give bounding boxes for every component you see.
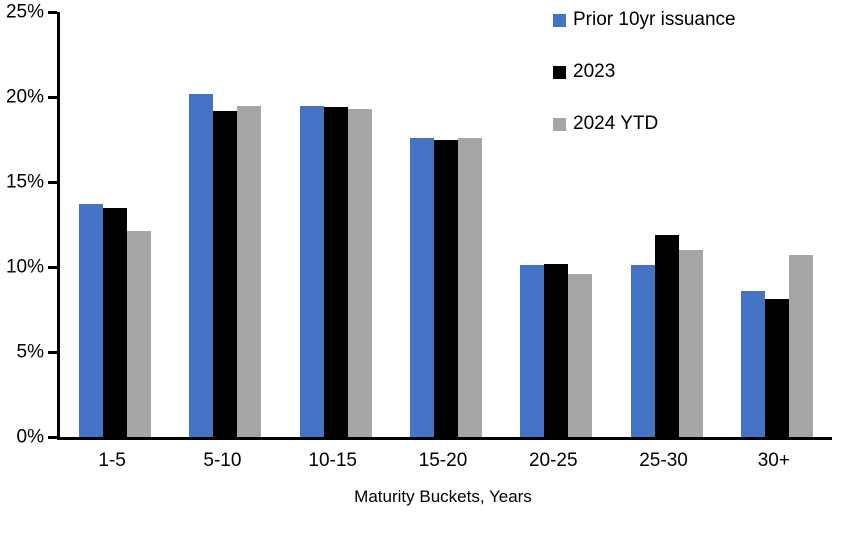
legend-swatch-icon [553, 65, 566, 79]
bar [127, 231, 152, 437]
y-tick-mark [48, 180, 57, 184]
bar [520, 265, 545, 437]
bar [544, 263, 569, 437]
y-tick-mark [48, 350, 57, 354]
x-tick-label: 1-5 [98, 450, 126, 471]
bar [79, 204, 104, 437]
y-tick-label: 0% [16, 426, 44, 448]
bar-group [611, 12, 721, 437]
bar [630, 265, 655, 437]
y-tick-label: 20% [5, 86, 44, 108]
legend-item: Prior 10yr issuance [553, 8, 736, 32]
bar [764, 299, 789, 437]
legend-swatch-icon [553, 117, 566, 131]
bar [740, 290, 765, 437]
legend: Prior 10yr issuance 2023 2024 YTD [553, 8, 736, 164]
legend-item: 2023 [553, 60, 736, 84]
bar [457, 137, 482, 437]
bar [678, 250, 703, 437]
y-tick-mark [48, 435, 57, 439]
plot-area [57, 12, 832, 440]
bar-group [722, 12, 832, 437]
x-tick-label: 10-15 [308, 450, 357, 471]
y-tick-mark [48, 265, 57, 269]
y-tick-mark [48, 10, 57, 14]
bar [788, 255, 813, 437]
bar [347, 108, 372, 437]
legend-swatch-icon [553, 13, 566, 27]
bar-group [501, 12, 611, 437]
legend-label: 2024 YTD [573, 113, 659, 134]
x-tick-label: 25-30 [639, 450, 688, 471]
bar [213, 110, 238, 437]
x-tick-label: 30+ [757, 450, 790, 471]
legend-label: Prior 10yr issuance [573, 9, 736, 30]
x-axis-title: Maturity Buckets, Years [354, 487, 532, 506]
bar [103, 207, 128, 437]
bar-group [60, 12, 170, 437]
y-tick-label: 10% [5, 256, 44, 278]
x-tick-label: 15-20 [418, 450, 468, 471]
legend-label: 2023 [573, 61, 616, 82]
y-tick-label: 5% [16, 341, 44, 363]
bar [323, 107, 348, 437]
x-tick-label: 5-10 [203, 450, 242, 471]
bar [568, 273, 593, 437]
bar-group [281, 12, 391, 437]
y-tick-label: 25% [5, 1, 44, 23]
y-tick-label: 15% [5, 171, 44, 193]
bar [433, 139, 458, 437]
legend-item: 2024 YTD [553, 112, 736, 136]
x-axis-labels: 1-5 5-10 10-15 15-20 20-25 25-30 30+ [57, 450, 829, 472]
bar [654, 234, 679, 437]
x-tick-label: 20-25 [528, 450, 578, 471]
bar [409, 137, 434, 437]
bar [189, 93, 214, 437]
bar [237, 105, 262, 437]
bar [299, 105, 324, 437]
bar-group [391, 12, 501, 437]
bar-group [170, 12, 280, 437]
y-tick-mark [48, 95, 57, 99]
